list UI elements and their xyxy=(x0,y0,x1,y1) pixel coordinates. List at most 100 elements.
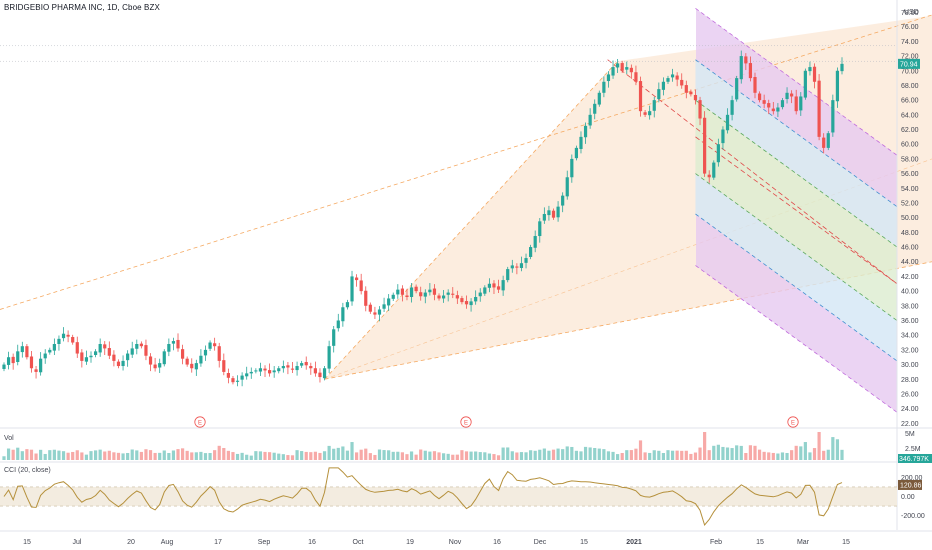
candle-body xyxy=(332,329,336,346)
volume-bar xyxy=(208,453,212,460)
candle-body xyxy=(286,365,290,368)
price-tick-label: 56.00 xyxy=(901,171,919,178)
candle-body xyxy=(355,277,359,281)
volume-bar xyxy=(300,451,304,460)
time-tick-label: Dec xyxy=(534,539,547,546)
volume-bar xyxy=(373,454,377,460)
pitchfork-band xyxy=(695,100,897,284)
time-tick-label: Nov xyxy=(449,539,462,546)
cci-line xyxy=(3,467,843,527)
volume-bar xyxy=(130,449,134,460)
cci-last-badge xyxy=(898,479,922,490)
candle-body xyxy=(767,103,771,108)
volume-bar xyxy=(620,453,624,460)
volume-bar xyxy=(739,445,743,460)
candle-body xyxy=(529,247,533,257)
volume-bar xyxy=(496,455,501,460)
candlestick-series[interactable] xyxy=(2,50,844,387)
volume-bar xyxy=(355,452,359,460)
volume-bar xyxy=(638,440,643,460)
candle-body xyxy=(515,266,519,268)
volume-bar xyxy=(162,450,166,460)
candle-body xyxy=(689,91,693,95)
volume-bar xyxy=(153,452,157,460)
volume-bar xyxy=(350,442,354,460)
volume-bar xyxy=(629,450,633,460)
volume-bar xyxy=(112,452,116,460)
candle-body xyxy=(831,100,835,133)
candle-body xyxy=(451,293,455,295)
volume-bar xyxy=(583,446,588,460)
time-tick-label: 15 xyxy=(580,539,588,546)
candle-body xyxy=(245,373,249,377)
volume-bar xyxy=(767,452,771,460)
candle-body xyxy=(112,354,116,361)
candle-body xyxy=(290,368,295,370)
candle-body xyxy=(835,70,840,102)
cci-tick-label: -200.00 xyxy=(901,513,925,520)
candle-body xyxy=(222,360,226,372)
candle-body xyxy=(785,92,789,100)
candle-body xyxy=(322,368,327,379)
candle-body xyxy=(258,368,263,372)
volume-bar xyxy=(103,451,107,460)
time-axis[interactable]: 15 Jul 20 Aug 17 Sep 16 Oct 19 Nov 16 Dec 15 2021 Feb 1… xyxy=(0,530,932,546)
volume-bar xyxy=(455,454,459,460)
candle-body xyxy=(790,93,794,97)
candle-body xyxy=(606,74,611,82)
candle-body xyxy=(103,344,107,349)
candle-body xyxy=(666,78,670,82)
volume-bar xyxy=(327,445,331,460)
candle-body xyxy=(437,295,441,299)
volume-bar xyxy=(258,451,263,460)
volume-bar xyxy=(703,432,707,460)
candle-body xyxy=(190,363,194,369)
volume-bar xyxy=(176,449,180,460)
volume-bar xyxy=(377,449,382,460)
candle-body xyxy=(226,373,230,378)
candle-body xyxy=(753,77,757,93)
candle-body xyxy=(703,117,707,174)
price-tick-label: 60.00 xyxy=(901,142,919,149)
volume-bar xyxy=(643,452,647,460)
time-tick-label: 17 xyxy=(214,539,222,546)
candle-body xyxy=(616,63,620,68)
volume-bar xyxy=(611,451,615,460)
pane-labels: Vol CCI (20, close) xyxy=(4,435,51,474)
candle-body xyxy=(217,346,221,361)
candle-body xyxy=(194,363,198,370)
volume-bar xyxy=(52,449,56,460)
volume-bar xyxy=(368,453,372,460)
volume-bar xyxy=(84,454,89,460)
volume-bar xyxy=(519,452,524,460)
candle-body xyxy=(419,292,423,297)
price-tick-label: 72.00 xyxy=(901,54,919,61)
candle-body xyxy=(712,162,716,178)
earnings-marker-label: E xyxy=(464,421,468,427)
volume-bar xyxy=(48,450,52,460)
candle-body xyxy=(126,353,130,361)
volume-bar xyxy=(240,452,244,460)
volume-bar xyxy=(203,453,208,460)
volume-bar xyxy=(267,452,272,460)
price-tick-label: 52.00 xyxy=(901,200,919,207)
volume-bar xyxy=(684,450,688,460)
price-axis[interactable]: 78.00 76.00 74.00 72.00 70.00 68.00 66.00 64.00… xyxy=(901,9,925,520)
candle-body xyxy=(25,346,29,358)
candle-body xyxy=(657,89,661,100)
candle-body xyxy=(661,81,666,90)
time-tick-label: Mar xyxy=(797,539,810,546)
candle-body xyxy=(602,81,606,93)
volume-bar xyxy=(281,454,285,460)
volume-bar xyxy=(437,452,441,460)
volume-bar xyxy=(680,450,684,460)
candle-body xyxy=(11,356,15,364)
candle-body xyxy=(625,67,629,70)
price-tick-label: 48.00 xyxy=(901,230,919,237)
volume-bar xyxy=(616,454,620,460)
volume-bar xyxy=(657,450,661,460)
candle-body xyxy=(368,304,372,312)
time-tick-label: 20 xyxy=(127,539,135,546)
